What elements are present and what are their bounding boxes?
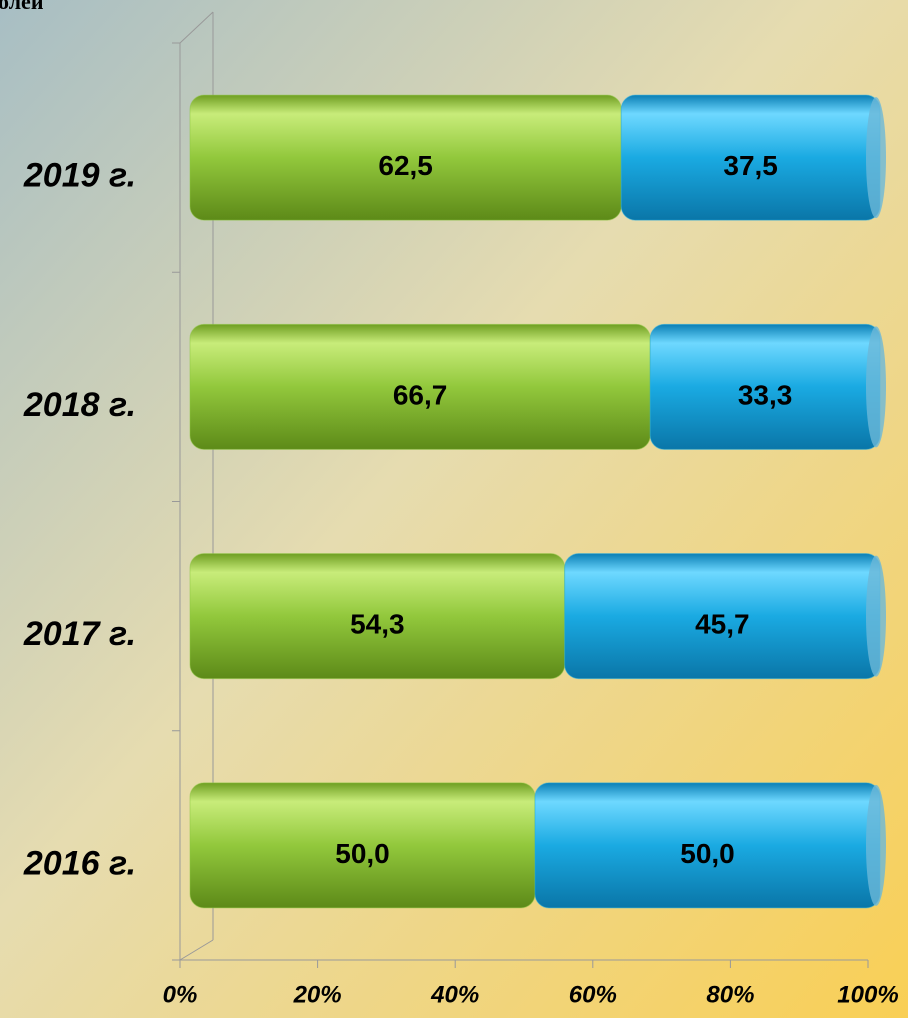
x-tick-label: 60% [569, 981, 617, 1008]
data-label: 45,7 [695, 609, 750, 640]
y-tick-label: 2016 г. [23, 844, 136, 882]
data-label: 62,5 [378, 150, 433, 181]
bar-cap [866, 326, 886, 448]
x-tick-label: 80% [706, 981, 754, 1008]
data-label: 37,5 [723, 150, 778, 181]
data-label: 66,7 [393, 379, 448, 410]
bar-cap [866, 555, 886, 677]
data-label: 54,3 [350, 609, 405, 640]
x-tick-label: 0% [163, 981, 198, 1008]
bar-cap [866, 97, 886, 219]
data-label: 33,3 [738, 379, 793, 410]
data-label: 50,0 [680, 838, 735, 869]
y-tick-label: 2019 г. [23, 157, 136, 195]
x-tick-label: 20% [293, 981, 342, 1008]
y-tick-label: 2017 г. [23, 615, 136, 653]
data-label: 50,0 [335, 838, 390, 869]
chart-title: олей [0, 0, 44, 14]
y-tick-label: 2018 г. [23, 386, 136, 424]
x-tick-label: 100% [837, 981, 898, 1008]
x-tick-label: 40% [430, 981, 479, 1008]
bar-cap [866, 784, 886, 906]
